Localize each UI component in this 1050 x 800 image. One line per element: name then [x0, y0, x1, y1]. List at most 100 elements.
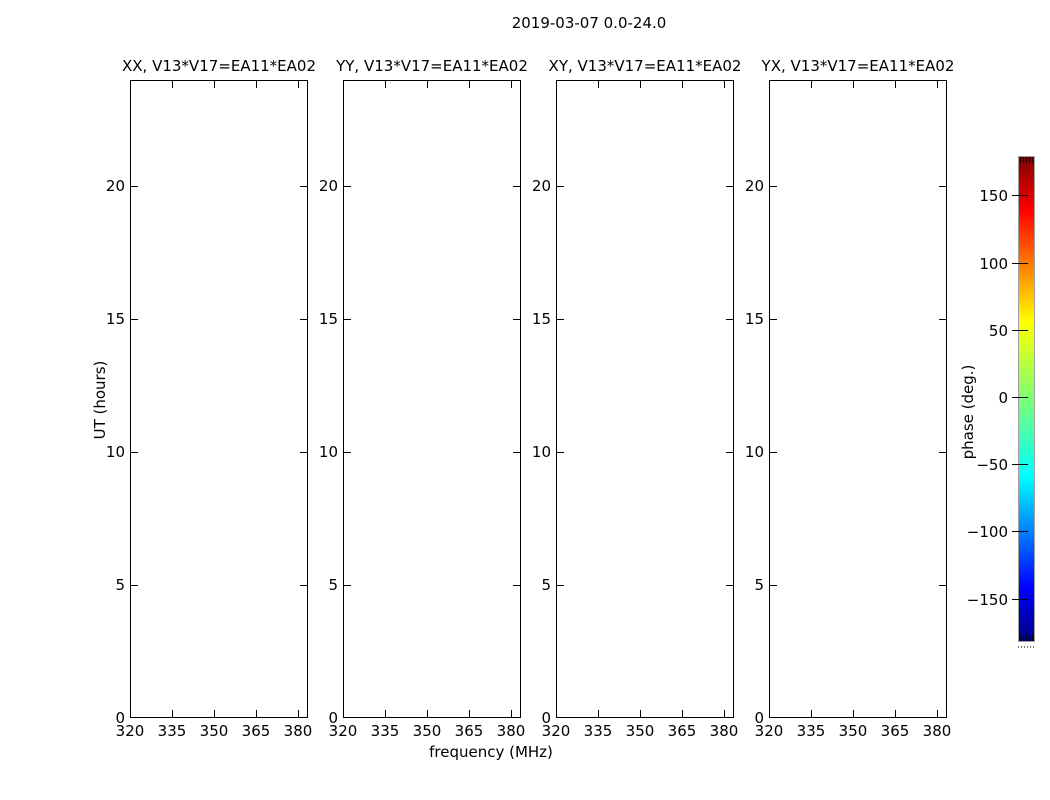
x-tick-mark [256, 81, 258, 88]
x-tick-mark [343, 81, 345, 88]
x-tick-mark [556, 81, 558, 88]
y-tick-mark [513, 186, 520, 188]
y-tick-label: 15 [105, 310, 125, 328]
y-tick-mark [770, 452, 777, 454]
y-tick-mark [513, 452, 520, 454]
y-tick-label: 20 [318, 177, 338, 195]
colorbar-under-dots [1018, 646, 1035, 648]
y-tick-mark [726, 585, 733, 587]
x-tick-mark [769, 710, 771, 717]
plot-title-xy: XY, V13*V17=EA11*EA02 [548, 57, 742, 75]
x-tick-label: 365 [454, 722, 484, 740]
colorbar-tick-label: 50 [988, 322, 1008, 340]
x-tick-mark [469, 710, 471, 717]
colorbar-tick-mark [1012, 195, 1028, 197]
y-tick-mark [513, 585, 520, 587]
y-tick-mark [557, 452, 564, 454]
y-tick-mark [726, 319, 733, 321]
y-tick-label: 0 [328, 709, 338, 727]
x-tick-label: 350 [838, 722, 868, 740]
y-tick-label: 5 [541, 576, 551, 594]
colorbar-tick-label: −50 [976, 456, 1008, 474]
x-tick-mark [937, 81, 939, 88]
figure-title: 2019-03-07 0.0-24.0 [511, 14, 667, 32]
x-tick-label: 380 [709, 722, 739, 740]
y-tick-label: 20 [744, 177, 764, 195]
y-tick-mark [726, 452, 733, 454]
y-tick-mark [939, 186, 946, 188]
colorbar-bottom-hatch [1020, 635, 1033, 641]
x-tick-mark [556, 710, 558, 717]
x-tick-mark [724, 710, 726, 717]
x-tick-mark [853, 81, 855, 88]
x-tick-mark [298, 81, 300, 88]
y-tick-label: 5 [328, 576, 338, 594]
plot-frame-xx [130, 80, 308, 718]
x-tick-label: 365 [667, 722, 697, 740]
colorbar-tick-label: −150 [966, 591, 1008, 609]
x-tick-mark [853, 710, 855, 717]
x-tick-mark [385, 710, 387, 717]
colorbar-label: phase (deg.) [959, 364, 977, 460]
y-tick-label: 10 [105, 443, 125, 461]
x-tick-mark [214, 710, 216, 717]
plot-title-yy: YY, V13*V17=EA11*EA02 [336, 57, 528, 75]
x-tick-mark [343, 710, 345, 717]
x-tick-label: 350 [625, 722, 655, 740]
x-tick-mark [640, 710, 642, 717]
y-tick-mark [300, 585, 307, 587]
x-tick-mark [640, 81, 642, 88]
plot-frame-xy [556, 80, 734, 718]
plot-frame-yy [343, 80, 521, 718]
x-tick-mark [427, 81, 429, 88]
x-tick-label: 350 [199, 722, 229, 740]
colorbar-tick-mark [1012, 464, 1028, 466]
x-tick-label: 320 [541, 722, 571, 740]
plot-frame-yx [769, 80, 947, 718]
colorbar-gradient [1018, 156, 1035, 642]
x-tick-label: 380 [283, 722, 313, 740]
x-tick-mark [811, 81, 813, 88]
colorbar-tick-label: 100 [979, 255, 1008, 273]
x-tick-mark [769, 81, 771, 88]
plot-title-yx: YX, V13*V17=EA11*EA02 [761, 57, 955, 75]
y-tick-mark [131, 319, 138, 321]
x-tick-mark [724, 81, 726, 88]
x-tick-mark [256, 710, 258, 717]
y-tick-mark [513, 319, 520, 321]
y-tick-label: 15 [744, 310, 764, 328]
y-tick-mark [557, 319, 564, 321]
y-tick-label: 10 [531, 443, 551, 461]
x-tick-mark [598, 81, 600, 88]
x-tick-mark [172, 710, 174, 717]
x-tick-mark [895, 710, 897, 717]
x-tick-mark [214, 81, 216, 88]
y-tick-mark [939, 452, 946, 454]
x-tick-label: 365 [241, 722, 271, 740]
y-tick-mark [344, 186, 351, 188]
x-axis-label: frequency (MHz) [429, 743, 553, 761]
x-tick-mark [385, 81, 387, 88]
x-tick-mark [598, 710, 600, 717]
x-tick-mark [811, 710, 813, 717]
x-tick-mark [130, 81, 132, 88]
y-tick-mark [300, 319, 307, 321]
y-tick-mark [344, 319, 351, 321]
y-tick-mark [557, 585, 564, 587]
y-tick-mark [770, 319, 777, 321]
y-tick-label: 10 [318, 443, 338, 461]
x-tick-label: 335 [583, 722, 613, 740]
x-tick-label: 320 [328, 722, 358, 740]
x-tick-label: 365 [880, 722, 910, 740]
y-tick-label: 0 [541, 709, 551, 727]
x-tick-mark [469, 81, 471, 88]
x-tick-mark [130, 710, 132, 717]
y-tick-label: 0 [754, 709, 764, 727]
x-tick-mark [682, 81, 684, 88]
y-tick-mark [939, 585, 946, 587]
y-tick-mark [770, 585, 777, 587]
x-tick-label: 335 [157, 722, 187, 740]
x-tick-label: 380 [922, 722, 952, 740]
x-tick-mark [937, 710, 939, 717]
